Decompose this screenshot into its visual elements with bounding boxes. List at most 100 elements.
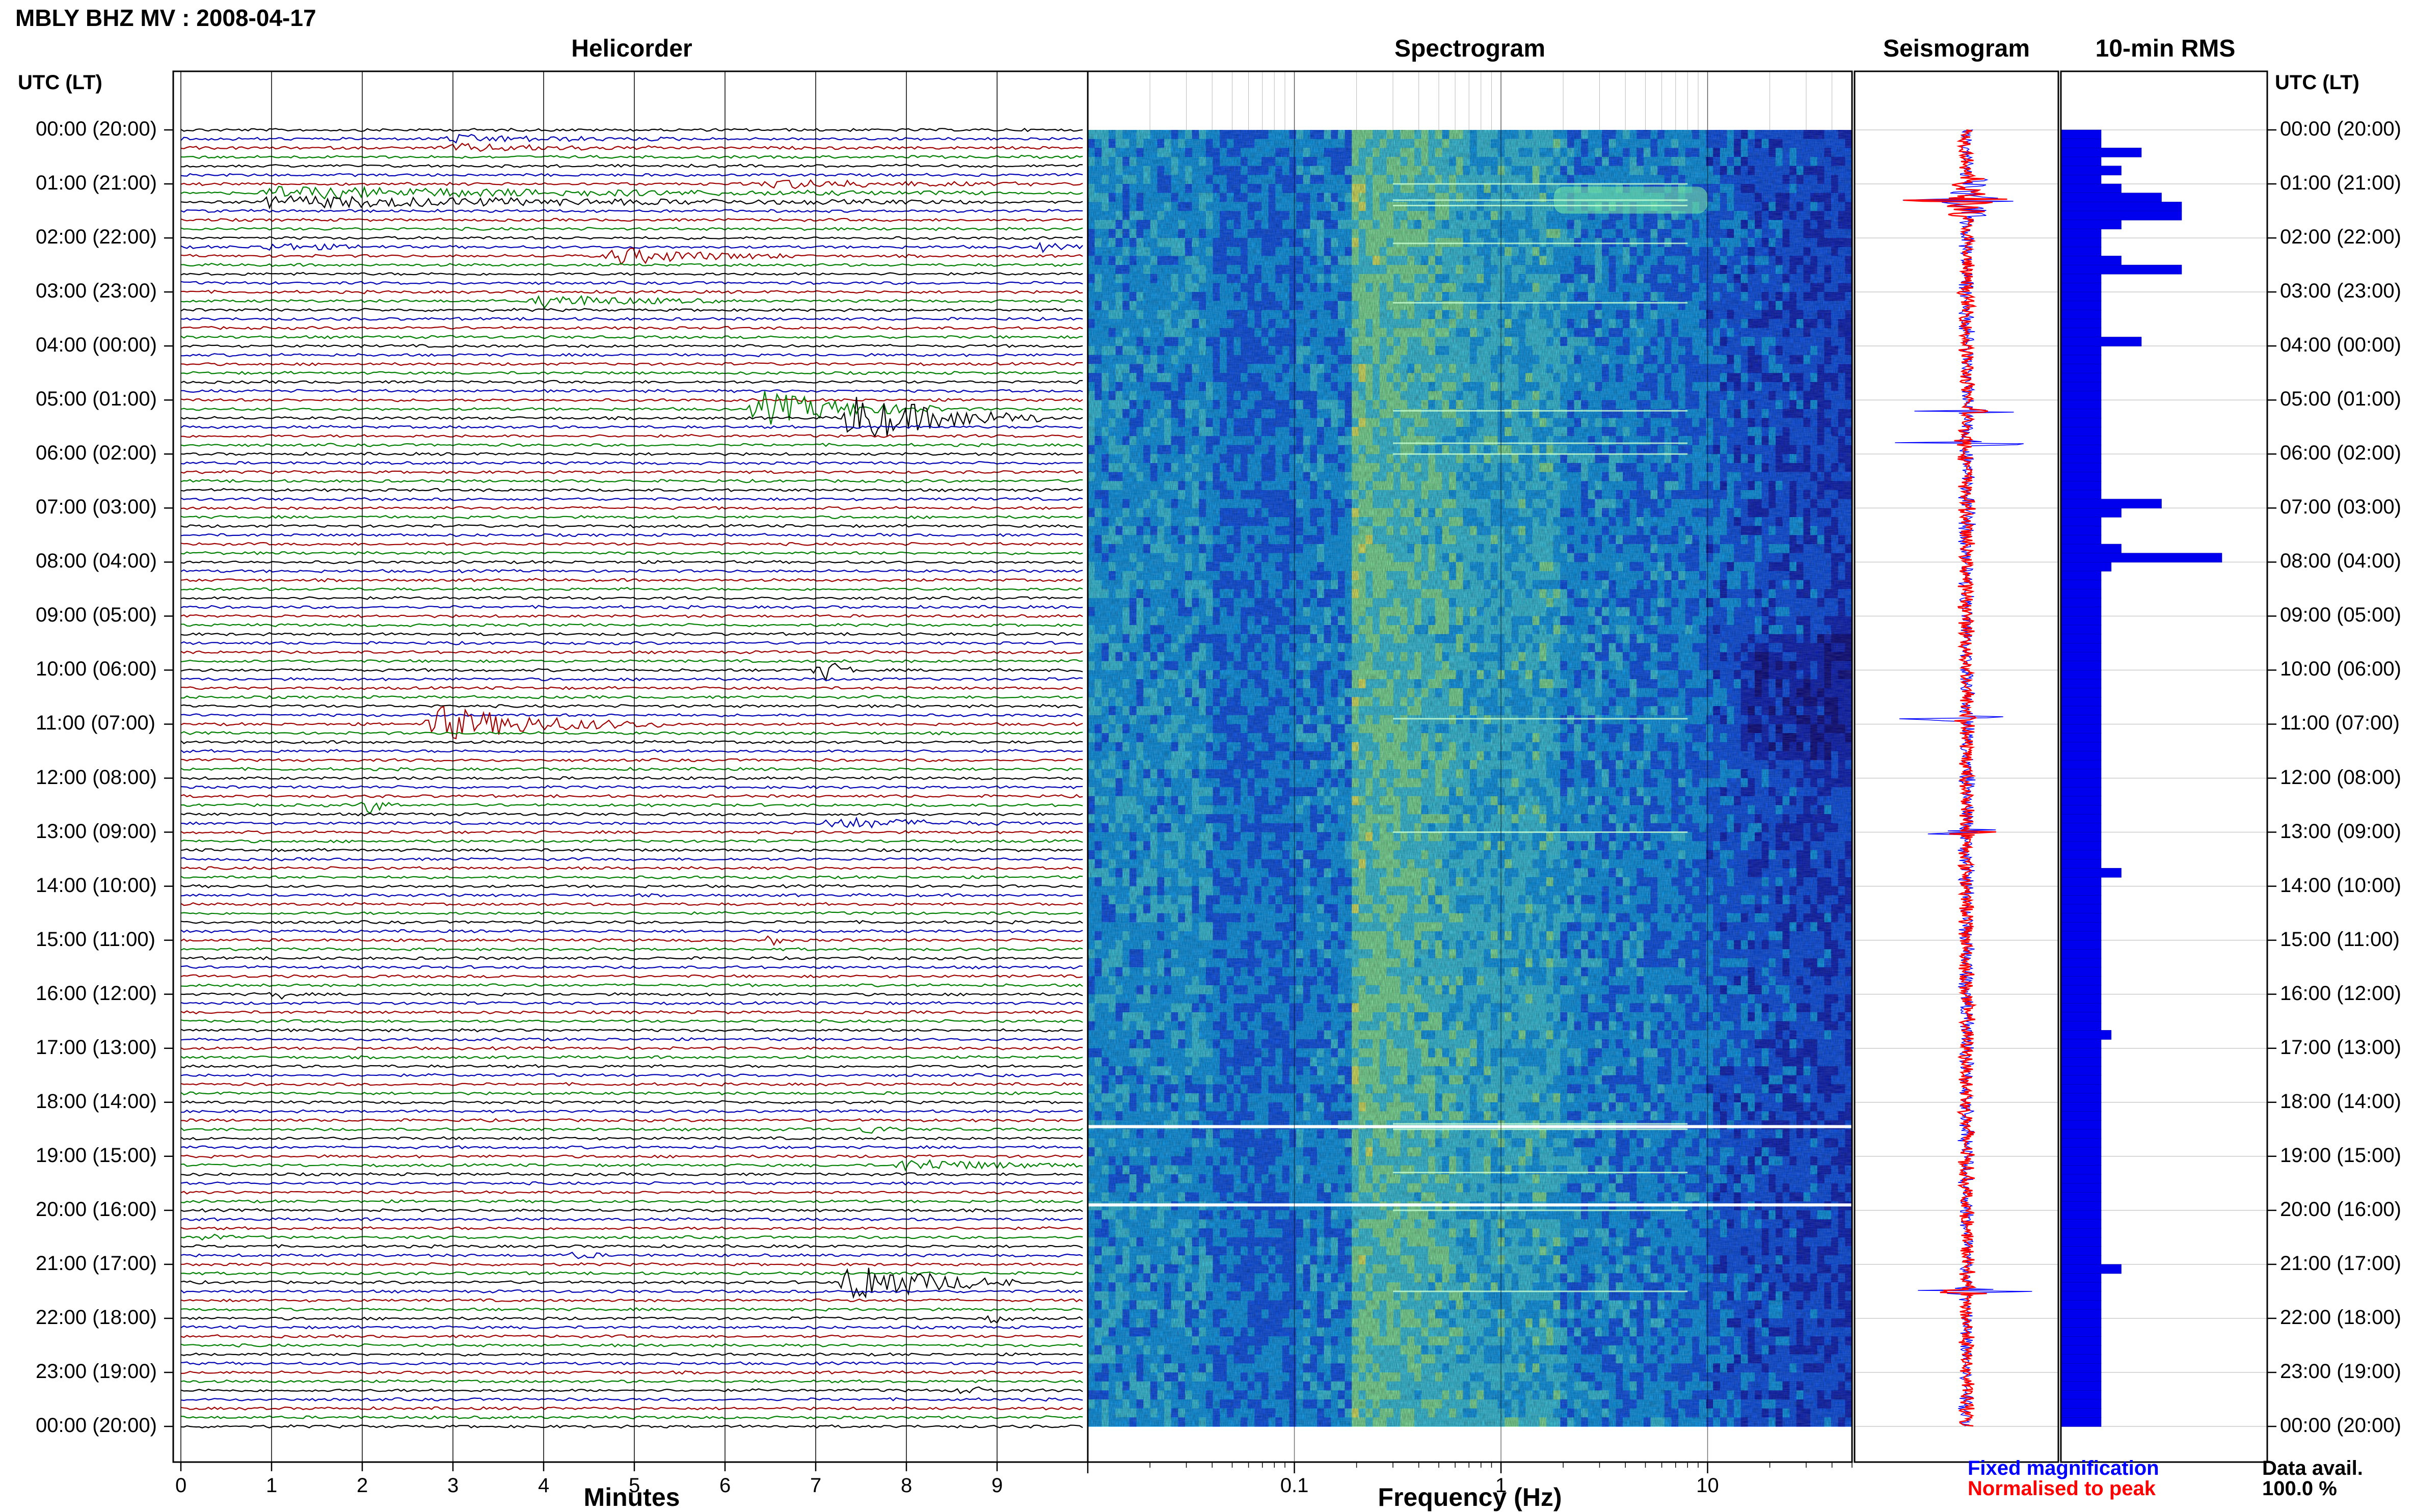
helicorder-trace-row [181,1252,1083,1258]
helicorder-trace-row [181,813,1083,816]
helicorder-trace-row [181,1218,1083,1221]
helicorder-trace-row [181,489,1083,492]
helicorder-trace-row [181,936,1083,945]
helicorder-trace-row [181,1272,1083,1275]
helicorder-trace-row [181,948,1083,951]
helicorder-trace-row [181,1227,1083,1230]
helicorder-trace-row [181,912,1083,915]
helicorder-trace-row [181,876,1083,879]
helicorder-trace-row [181,144,1083,151]
helicorder-trace-row [181,543,1083,546]
helicorder-trace-row [181,663,1083,680]
helicorder-trace-row [181,1353,1083,1356]
helicorder-trace-row [181,317,1083,320]
helicorder-trace-row [181,777,1083,780]
helicorder-trace-row [181,479,1083,482]
helicorder-trace-row [181,705,1083,708]
helicorder-trace-row [181,615,1083,618]
helicorder-trace-row [181,1371,1083,1374]
helicorder-trace-row [181,336,1083,339]
helicorder-trace-row [181,1308,1083,1311]
helicorder-trace-row [181,1182,1083,1185]
helicorder-trace-row [181,398,1083,401]
helicorder-trace-row [181,570,1083,573]
helicorder-trace-row [181,354,1083,357]
helicorder-trace-row [181,1119,1083,1122]
helicorder-trace-row [181,714,1083,717]
helicorder-trace-row [181,786,1083,789]
helicorder-trace-row [181,579,1083,582]
helicorder-trace-row [181,975,1083,978]
helicorder-trace-row [181,155,1083,158]
helicorder-trace-row [181,1127,1083,1133]
helicorder-trace-row [181,128,1083,131]
helicorder-trace-row [181,462,1083,465]
helicorder-trace-row [181,227,1083,230]
helicorder-trace-row [181,966,1083,969]
helicorder-traces [181,71,1083,1462]
helicorder-trace-row [181,867,1083,870]
helicorder-trace-row [181,1326,1083,1329]
helicorder-trace-row [181,606,1083,609]
helicorder-trace-row [181,506,1083,509]
helicorder-trace-row [181,435,1083,438]
helicorder-trace-row [181,1299,1083,1302]
helicorder-trace-row [181,249,1083,264]
helicorder-trace-row [181,1137,1083,1140]
helicorder-trace-row [181,390,1083,393]
helicorder-trace-row [181,525,1083,528]
helicorder-trace-row [181,180,1083,188]
helicorder-trace-row [181,1020,1083,1023]
helicorder-trace-row [181,552,1083,555]
helicorder-trace-row [181,992,1083,998]
helicorder-trace-row [181,795,1083,798]
helicorder-trace-row [181,768,1083,771]
helicorder-trace-row [181,802,1083,813]
helicorder-trace-row [181,1029,1083,1032]
helicorder-trace-row [181,840,1083,843]
helicorder-trace-row [181,651,1083,654]
helicorder-trace-row [181,687,1083,690]
helicorder-trace-row [181,273,1083,275]
helicorder-trace-row [181,660,1083,663]
helicorder-trace-row [181,957,1083,960]
helicorder-trace-row [181,984,1083,987]
helicorder-trace-row [181,1002,1083,1005]
helicorder-trace-row [181,624,1083,627]
helicorder-trace-row [181,309,1083,312]
helicorder-trace-row [181,397,1083,436]
helicorder-trace-row [181,391,1083,424]
helicorder-trace-row [181,263,1083,266]
helicorder-trace-row [181,165,1083,168]
helicorder-trace-row [181,849,1083,852]
helicorder-trace-row [181,930,1083,933]
helicorder-trace-row [181,561,1083,564]
helicorder-trace-row [181,1056,1083,1059]
helicorder-trace-row [181,452,1083,455]
helicorder-trace-row [181,1047,1083,1050]
helicorder-trace-row [181,1387,1083,1394]
helicorder-trace-row [181,196,1083,208]
helicorder-trace-row [181,1362,1083,1365]
helicorder-trace-row [181,921,1083,924]
helicorder-trace-row [181,1160,1083,1170]
helicorder-trace-row [181,174,1083,177]
helicorder-trace-row [181,1335,1083,1338]
helicorder-trace-row [181,1290,1083,1293]
helicorder-trace-row [181,1011,1083,1014]
helicorder-trace-row [181,1146,1083,1149]
helicorder-trace-row [181,381,1083,384]
helicorder-trace-row [181,1065,1083,1068]
helicorder-trace-row [181,498,1083,501]
helicorder-trace-row [181,749,1083,752]
helicorder-trace-row [181,597,1083,600]
helicorder-trace-row [181,290,1083,293]
helicorder-trace-row [181,1234,1083,1240]
helicorder-trace-row [181,641,1083,644]
helicorder-trace-row [181,425,1083,428]
helicorder-trace-row [181,1263,1083,1266]
helicorder-trace-row [181,1155,1083,1158]
helicorder-trace-row [181,732,1083,735]
helicorder-trace-row [181,209,1083,212]
helicorder-trace-row [181,281,1083,284]
